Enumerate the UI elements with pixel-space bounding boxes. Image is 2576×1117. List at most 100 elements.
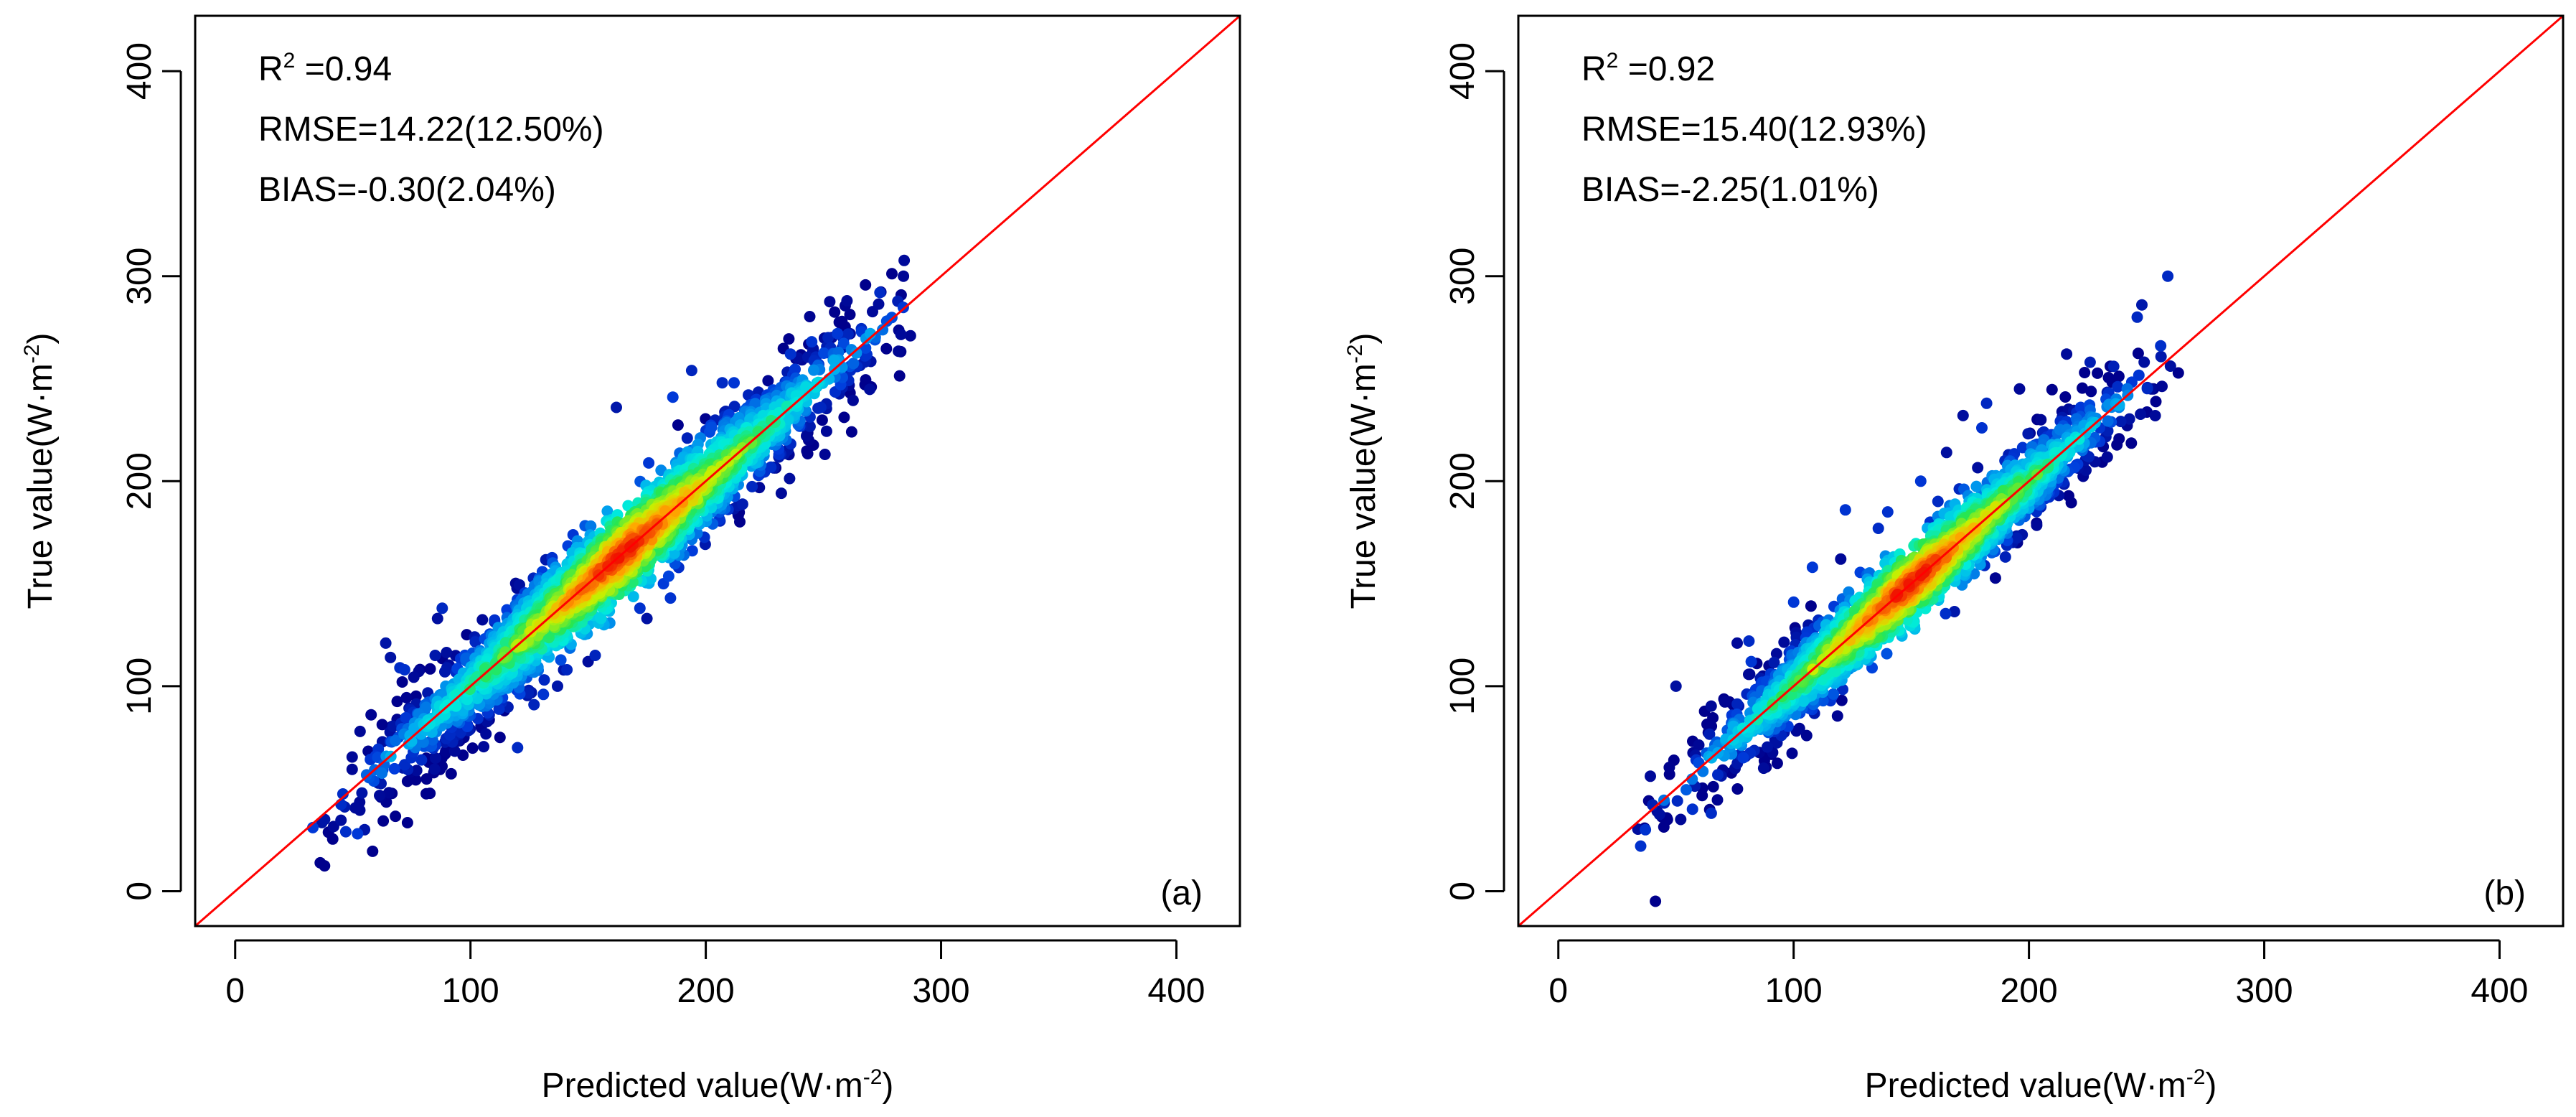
data-point: [478, 741, 490, 753]
data-point: [2112, 370, 2125, 383]
data-point: [804, 311, 816, 322]
data-point: [844, 309, 856, 321]
data-point: [746, 480, 758, 492]
data-point: [895, 328, 907, 340]
data-point: [1770, 648, 1782, 660]
data-point: [1806, 561, 1818, 574]
data-point: [405, 735, 418, 747]
data-point: [774, 408, 786, 420]
data-point: [561, 664, 573, 676]
data-point: [2125, 437, 2138, 449]
data-point: [808, 364, 819, 376]
data-point: [2011, 532, 2023, 544]
data-point: [2164, 360, 2176, 372]
data-point: [367, 845, 379, 857]
data-point: [388, 762, 400, 775]
data-point: [880, 342, 893, 355]
data-point: [664, 592, 677, 604]
data-point: [2074, 401, 2087, 413]
data-point: [383, 787, 395, 799]
data-point: [1705, 700, 1717, 712]
data-point: [1970, 480, 1983, 492]
data-point: [1705, 807, 1717, 819]
data-point: [2101, 451, 2113, 463]
data-point: [337, 788, 349, 800]
data-point: [396, 676, 408, 688]
data-point: [672, 419, 684, 431]
data-point: [2132, 347, 2144, 360]
data-point: [2012, 482, 2024, 495]
data-point: [464, 683, 476, 696]
data-point: [436, 602, 448, 614]
data-point: [429, 752, 441, 764]
data-point: [400, 691, 413, 704]
data-point: [439, 665, 451, 678]
data-point: [1778, 636, 1790, 648]
data-point: [335, 798, 347, 810]
data-point: [845, 426, 857, 438]
data-point: [1881, 648, 1893, 660]
data-point: [601, 505, 614, 518]
data-point: [2136, 299, 2148, 311]
data-point: [893, 345, 905, 357]
data-point: [1680, 784, 1692, 796]
data-point: [669, 505, 681, 517]
data-point: [789, 363, 801, 375]
data-point: [2156, 380, 2168, 393]
data-point: [365, 709, 377, 721]
data-point: [1635, 840, 1647, 852]
data-point: [685, 365, 697, 377]
data-point: [390, 810, 402, 823]
data-point: [354, 725, 366, 737]
data-point: [762, 375, 774, 387]
y-axis-title-a: True value(W·m-2): [20, 333, 60, 609]
data-point: [841, 295, 853, 307]
data-point: [2022, 428, 2034, 440]
data-point: [873, 298, 885, 310]
data-point: [594, 612, 606, 624]
data-point: [1797, 695, 1810, 707]
y-tick-label-a: 0: [121, 882, 159, 901]
data-point: [842, 328, 854, 340]
data-point: [352, 828, 364, 840]
data-point: [1768, 656, 1780, 668]
data-point: [339, 826, 352, 838]
data-point: [538, 674, 550, 686]
data-point: [1711, 794, 1724, 806]
data-point: [1944, 510, 1956, 523]
data-point: [1671, 795, 1683, 807]
data-point: [1805, 600, 1817, 612]
panel-label-a: (a): [1160, 874, 1203, 912]
data-point: [820, 425, 832, 437]
data-point: [346, 763, 358, 775]
data-point: [377, 815, 390, 827]
data-point: [838, 411, 850, 424]
data-point: [1719, 696, 1731, 708]
data-point: [391, 696, 403, 708]
data-point: [335, 814, 347, 826]
data-point: [1831, 710, 1843, 722]
data-point: [1663, 762, 1675, 773]
data-point: [349, 802, 362, 814]
data-point: [1972, 462, 1984, 474]
data-point: [585, 520, 597, 532]
data-point: [525, 625, 537, 637]
data-point: [429, 650, 441, 661]
data-point: [1658, 821, 1670, 833]
data-point: [522, 687, 535, 699]
data-point: [877, 324, 889, 336]
data-point: [1839, 504, 1851, 516]
data-point: [420, 701, 432, 714]
data-point: [2155, 350, 2167, 363]
point-cloud-b: [1632, 270, 2184, 907]
data-point: [1881, 506, 1894, 518]
data-point: [1989, 572, 2001, 584]
data-point: [667, 391, 679, 403]
data-point: [2138, 356, 2150, 368]
data-point: [420, 787, 432, 800]
data-point: [1786, 747, 1798, 760]
data-point: [2016, 441, 2029, 454]
data-point: [1737, 722, 1749, 734]
y-tick-label-a: 100: [121, 658, 159, 715]
